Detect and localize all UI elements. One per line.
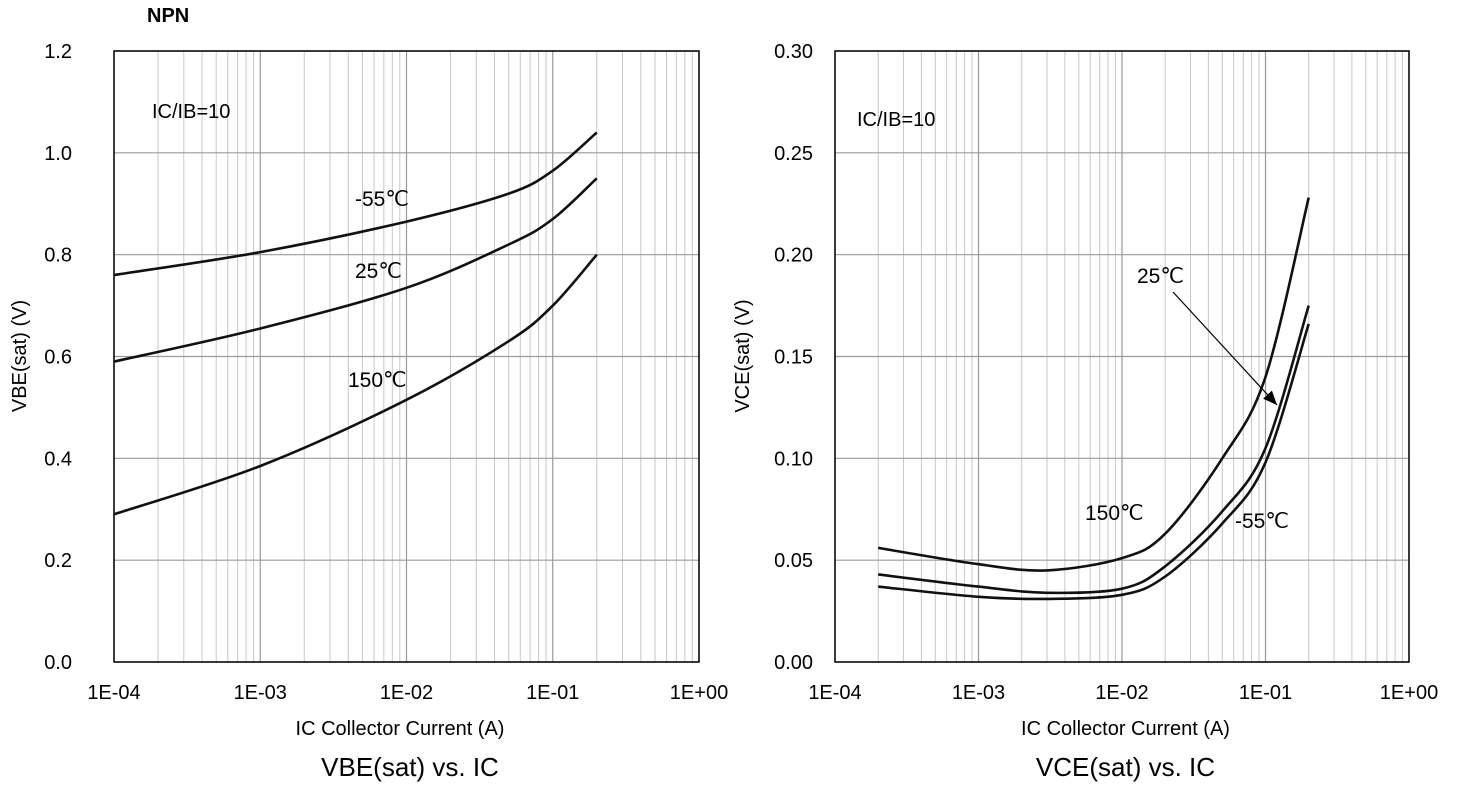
vce-annotation-arrow-head <box>1263 390 1277 405</box>
vbe-y-tick-label: 0.2 <box>44 550 72 572</box>
vbe-x-tick-label: 1E-03 <box>234 682 287 704</box>
vce-series-line <box>878 305 1310 595</box>
vce-series-line <box>878 323 1310 601</box>
vce-condition-label: IC/IB=10 <box>857 109 935 131</box>
vce-y-tick-label: 0.25 <box>774 143 813 165</box>
vbe-xlabel: IC Collector Current (A) <box>295 718 505 740</box>
vce-y-tick-label: 0.05 <box>774 550 813 572</box>
vbe-series-line <box>113 177 598 363</box>
vbe-series-label: -55℃ <box>355 188 409 211</box>
vce-y-tick-label: 0.00 <box>774 652 813 674</box>
vce-series-label: -55℃ <box>1235 510 1289 533</box>
vce-grid <box>834 50 1410 663</box>
vce-chart-caption: VCE(sat) vs. IC <box>1035 752 1216 782</box>
vce-y-tick-label: 0.10 <box>774 448 813 470</box>
vce-plot-frame <box>834 50 1410 663</box>
vbe-y-tick-label: 0.6 <box>44 347 72 369</box>
vce-x-tick-label: 1E-02 <box>1095 682 1148 704</box>
vbe-y-tick-label: 0.4 <box>44 448 72 470</box>
vce-xlabel: IC Collector Current (A) <box>1021 718 1230 740</box>
vce-sat-chart: 0.00 0.05 0.10 0.15 0.20 0.25 0.30 1E-04 1E-03 1E… <box>732 41 1438 704</box>
vbe-condition-label: IC/IB=10 <box>152 101 230 123</box>
vbe-ylabel: VBE(sat) (V) <box>9 300 31 412</box>
vce-annotation-arrow-line <box>1172 291 1278 406</box>
vbe-sat-chart-panel: 0.0 0.2 0.4 0.6 0.8 1.0 1.2 1E-04 1E-03 1E-02 1E-0… <box>0 0 733 792</box>
vce-y-tick-label: 0.30 <box>774 41 813 63</box>
page-title: NPN <box>147 5 190 27</box>
vce-x-tick-label: 1E+00 <box>1380 682 1438 704</box>
vce-sat-chart-panel: 0.00 0.05 0.10 0.15 0.20 0.25 0.30 1E-04 1E-03 1E… <box>732 0 1467 792</box>
vbe-x-tick-label: 1E-04 <box>87 682 140 704</box>
vbe-series-label: 150℃ <box>348 369 407 392</box>
vbe-x-tick-label: 1E-02 <box>380 682 433 704</box>
vbe-y-tick-label: 0.0 <box>44 652 72 674</box>
vbe-sat-chart: 0.0 0.2 0.4 0.6 0.8 1.0 1.2 1E-04 1E-03 1E-02 1E-0… <box>9 41 728 704</box>
vbe-series-label: 25℃ <box>355 260 402 283</box>
vbe-x-tick-label: 1E-01 <box>526 682 579 704</box>
vbe-chart-caption: VBE(sat) vs. IC <box>321 752 499 782</box>
vce-y-tick-label: 0.20 <box>774 245 813 267</box>
vbe-plot-frame <box>113 50 700 663</box>
vbe-series-line <box>113 253 598 516</box>
vbe-y-tick-label: 1.0 <box>44 143 72 165</box>
vce-x-tick-label: 1E-04 <box>808 682 861 704</box>
vce-x-tick-label: 1E-01 <box>1239 682 1292 704</box>
vbe-y-tick-label: 1.2 <box>44 41 72 63</box>
vce-y-tick-label: 0.15 <box>774 347 813 369</box>
vce-series-label: 25℃ <box>1137 265 1184 288</box>
vbe-x-tick-label: 1E+00 <box>670 682 728 704</box>
vbe-y-tick-label: 0.8 <box>44 245 72 267</box>
vce-x-tick-label: 1E-03 <box>952 682 1005 704</box>
vce-series-line <box>877 197 1310 572</box>
vce-series-label: 150℃ <box>1085 502 1144 525</box>
vbe-series-line <box>113 131 598 277</box>
vce-ylabel: VCE(sat) (V) <box>732 299 754 412</box>
vbe-grid <box>113 50 700 663</box>
